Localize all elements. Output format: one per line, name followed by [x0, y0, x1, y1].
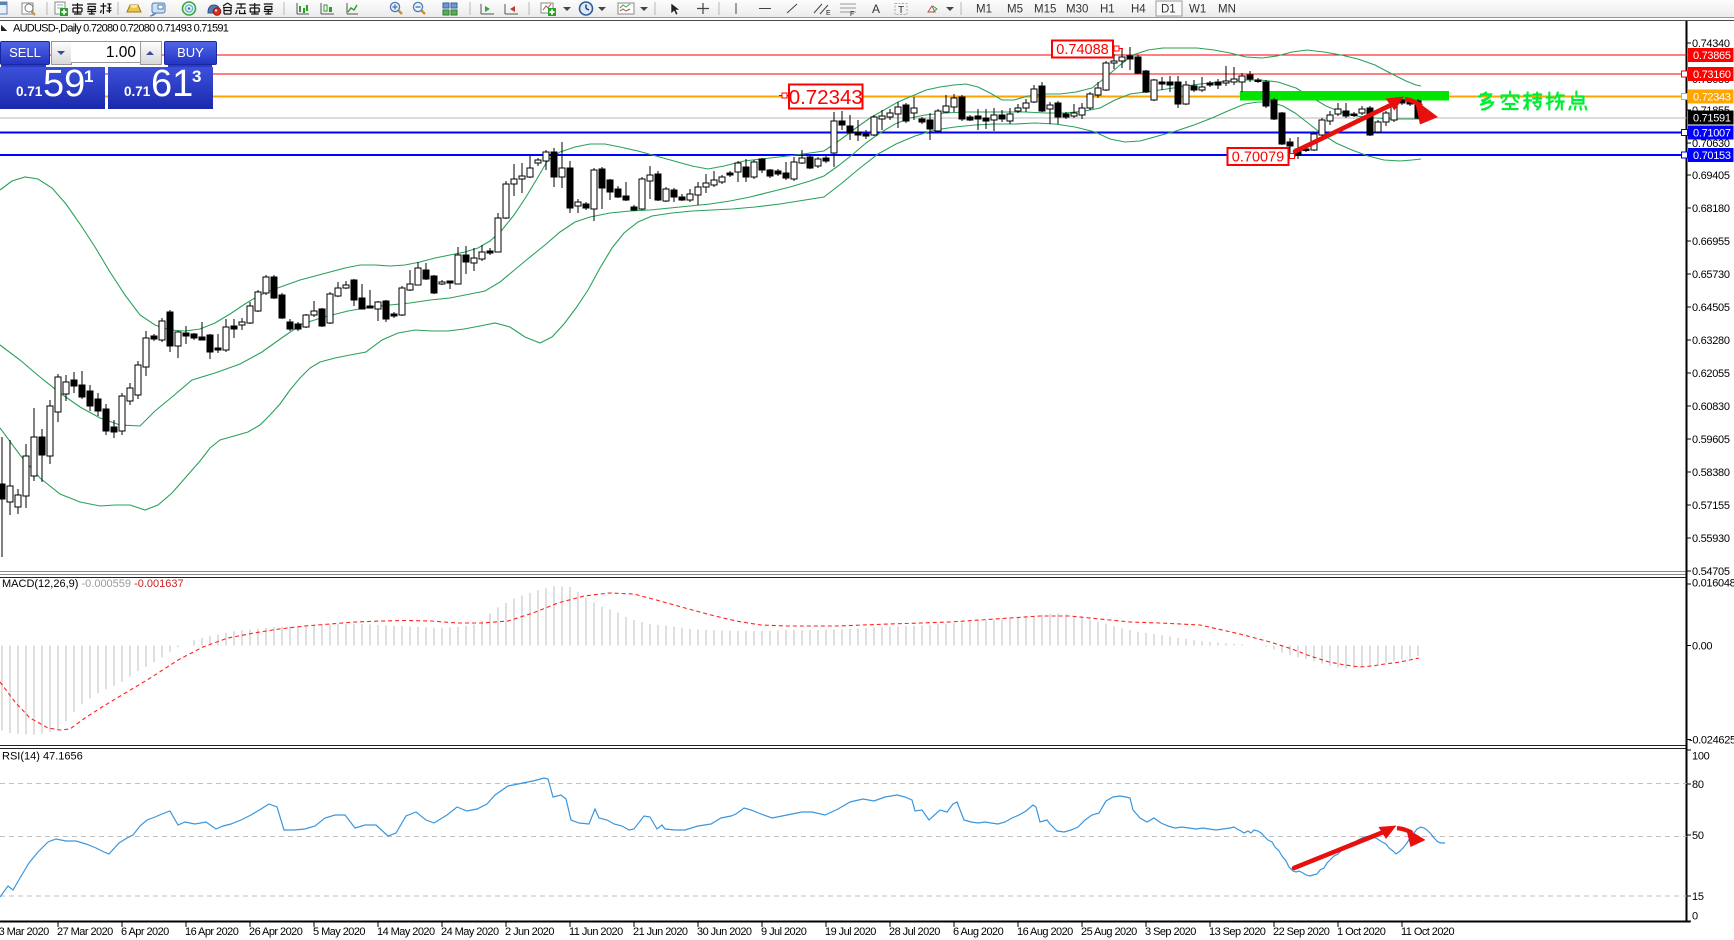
svg-text:22 Sep 2020: 22 Sep 2020 — [1273, 926, 1330, 938]
svg-text:M30: M30 — [1066, 4, 1088, 16]
svg-text:16 Aug 2020: 16 Aug 2020 — [1017, 926, 1073, 938]
svg-text:27 Mar 2020: 27 Mar 2020 — [57, 926, 113, 938]
svg-text:24 May 2020: 24 May 2020 — [441, 926, 499, 938]
svg-text:28 Jul 2020: 28 Jul 2020 — [889, 926, 940, 938]
svg-text:F: F — [850, 11, 854, 18]
svg-text:0.70079: 0.70079 — [1232, 150, 1284, 166]
svg-text:E: E — [826, 10, 831, 17]
svg-text:11 Jun 2020: 11 Jun 2020 — [569, 926, 623, 938]
svg-text:0.68180: 0.68180 — [1692, 203, 1730, 215]
svg-text:A: A — [872, 2, 880, 16]
svg-text:14 May 2020: 14 May 2020 — [377, 926, 435, 938]
svg-text:0.00: 0.00 — [1692, 641, 1712, 653]
svg-text:0.58380: 0.58380 — [1692, 467, 1730, 479]
svg-text:0.71591: 0.71591 — [1693, 113, 1731, 125]
svg-text:0.73865: 0.73865 — [1693, 50, 1731, 62]
svg-text:50: 50 — [1692, 830, 1704, 842]
svg-text:0.69405: 0.69405 — [1692, 170, 1730, 182]
svg-text:6 Apr 2020: 6 Apr 2020 — [121, 926, 169, 938]
svg-text:13 Sep 2020: 13 Sep 2020 — [1209, 926, 1266, 938]
svg-text:11 Oct 2020: 11 Oct 2020 — [1401, 926, 1454, 938]
svg-text:AUDUSD-,Daily 0.72080 0.72080: AUDUSD-,Daily 0.72080 0.72080 0.71493 0.… — [13, 23, 229, 35]
svg-text:D1: D1 — [1161, 4, 1176, 16]
svg-text:-0.024625: -0.024625 — [1689, 735, 1734, 747]
svg-text:0: 0 — [1692, 911, 1698, 923]
svg-text:0.73160: 0.73160 — [1693, 69, 1731, 81]
svg-text:15: 15 — [1692, 891, 1704, 903]
svg-text:M5: M5 — [1007, 4, 1023, 16]
svg-text:2 Jun 2020: 2 Jun 2020 — [505, 926, 554, 938]
svg-text:MN: MN — [1218, 4, 1236, 16]
svg-text:26 Apr 2020: 26 Apr 2020 — [249, 926, 303, 938]
svg-text:H4: H4 — [1131, 4, 1146, 16]
svg-text:0.74088: 0.74088 — [1056, 42, 1108, 58]
svg-text:19 Jul 2020: 19 Jul 2020 — [825, 926, 876, 938]
svg-text:3 Sep 2020: 3 Sep 2020 — [1145, 926, 1196, 938]
svg-text:0.72343: 0.72343 — [789, 86, 863, 109]
svg-text:0.54705: 0.54705 — [1692, 566, 1730, 578]
svg-text:MACD(12,26,9) -0.000559 -0.001: MACD(12,26,9) -0.000559 -0.001637 — [2, 578, 184, 590]
svg-text:0.016048: 0.016048 — [1692, 578, 1734, 590]
svg-text:M15: M15 — [1034, 4, 1056, 16]
svg-text:T: T — [898, 5, 904, 16]
svg-text:0.63280: 0.63280 — [1692, 335, 1730, 347]
svg-text:0.55930: 0.55930 — [1692, 533, 1730, 545]
svg-text:0.70153: 0.70153 — [1693, 150, 1731, 162]
svg-text:6 Aug 2020: 6 Aug 2020 — [953, 926, 1004, 938]
svg-text:H1: H1 — [1100, 4, 1115, 16]
svg-text:0.62055: 0.62055 — [1692, 368, 1730, 380]
svg-text:0.65730: 0.65730 — [1692, 269, 1730, 281]
svg-text:25 Aug 2020: 25 Aug 2020 — [1081, 926, 1137, 938]
svg-text:80: 80 — [1692, 779, 1704, 791]
svg-text:0.59605: 0.59605 — [1692, 434, 1730, 446]
svg-text:1 Oct 2020: 1 Oct 2020 — [1337, 926, 1386, 938]
svg-text:0.74340: 0.74340 — [1692, 38, 1730, 50]
svg-text:W1: W1 — [1189, 4, 1206, 16]
svg-text:0.72343: 0.72343 — [1693, 92, 1731, 104]
svg-text:16 Apr 2020: 16 Apr 2020 — [185, 926, 239, 938]
svg-text:100: 100 — [1692, 751, 1710, 763]
svg-text:13 Mar 2020: 13 Mar 2020 — [0, 926, 49, 938]
svg-text:21 Jun 2020: 21 Jun 2020 — [633, 926, 688, 938]
svg-text:5 May 2020: 5 May 2020 — [313, 926, 365, 938]
svg-text:30 Jun 2020: 30 Jun 2020 — [697, 926, 752, 938]
svg-text:M1: M1 — [976, 4, 992, 16]
svg-text:RSI(14) 47.1656: RSI(14) 47.1656 — [2, 751, 83, 763]
svg-text:0.64505: 0.64505 — [1692, 302, 1730, 314]
svg-text:0.66955: 0.66955 — [1692, 236, 1730, 248]
svg-text:0.60830: 0.60830 — [1692, 401, 1730, 413]
svg-text:9 Jul 2020: 9 Jul 2020 — [761, 926, 807, 938]
svg-text:0.57155: 0.57155 — [1692, 500, 1730, 512]
svg-text:0.71007: 0.71007 — [1693, 128, 1731, 140]
svg-text:0.70630: 0.70630 — [1692, 138, 1730, 150]
